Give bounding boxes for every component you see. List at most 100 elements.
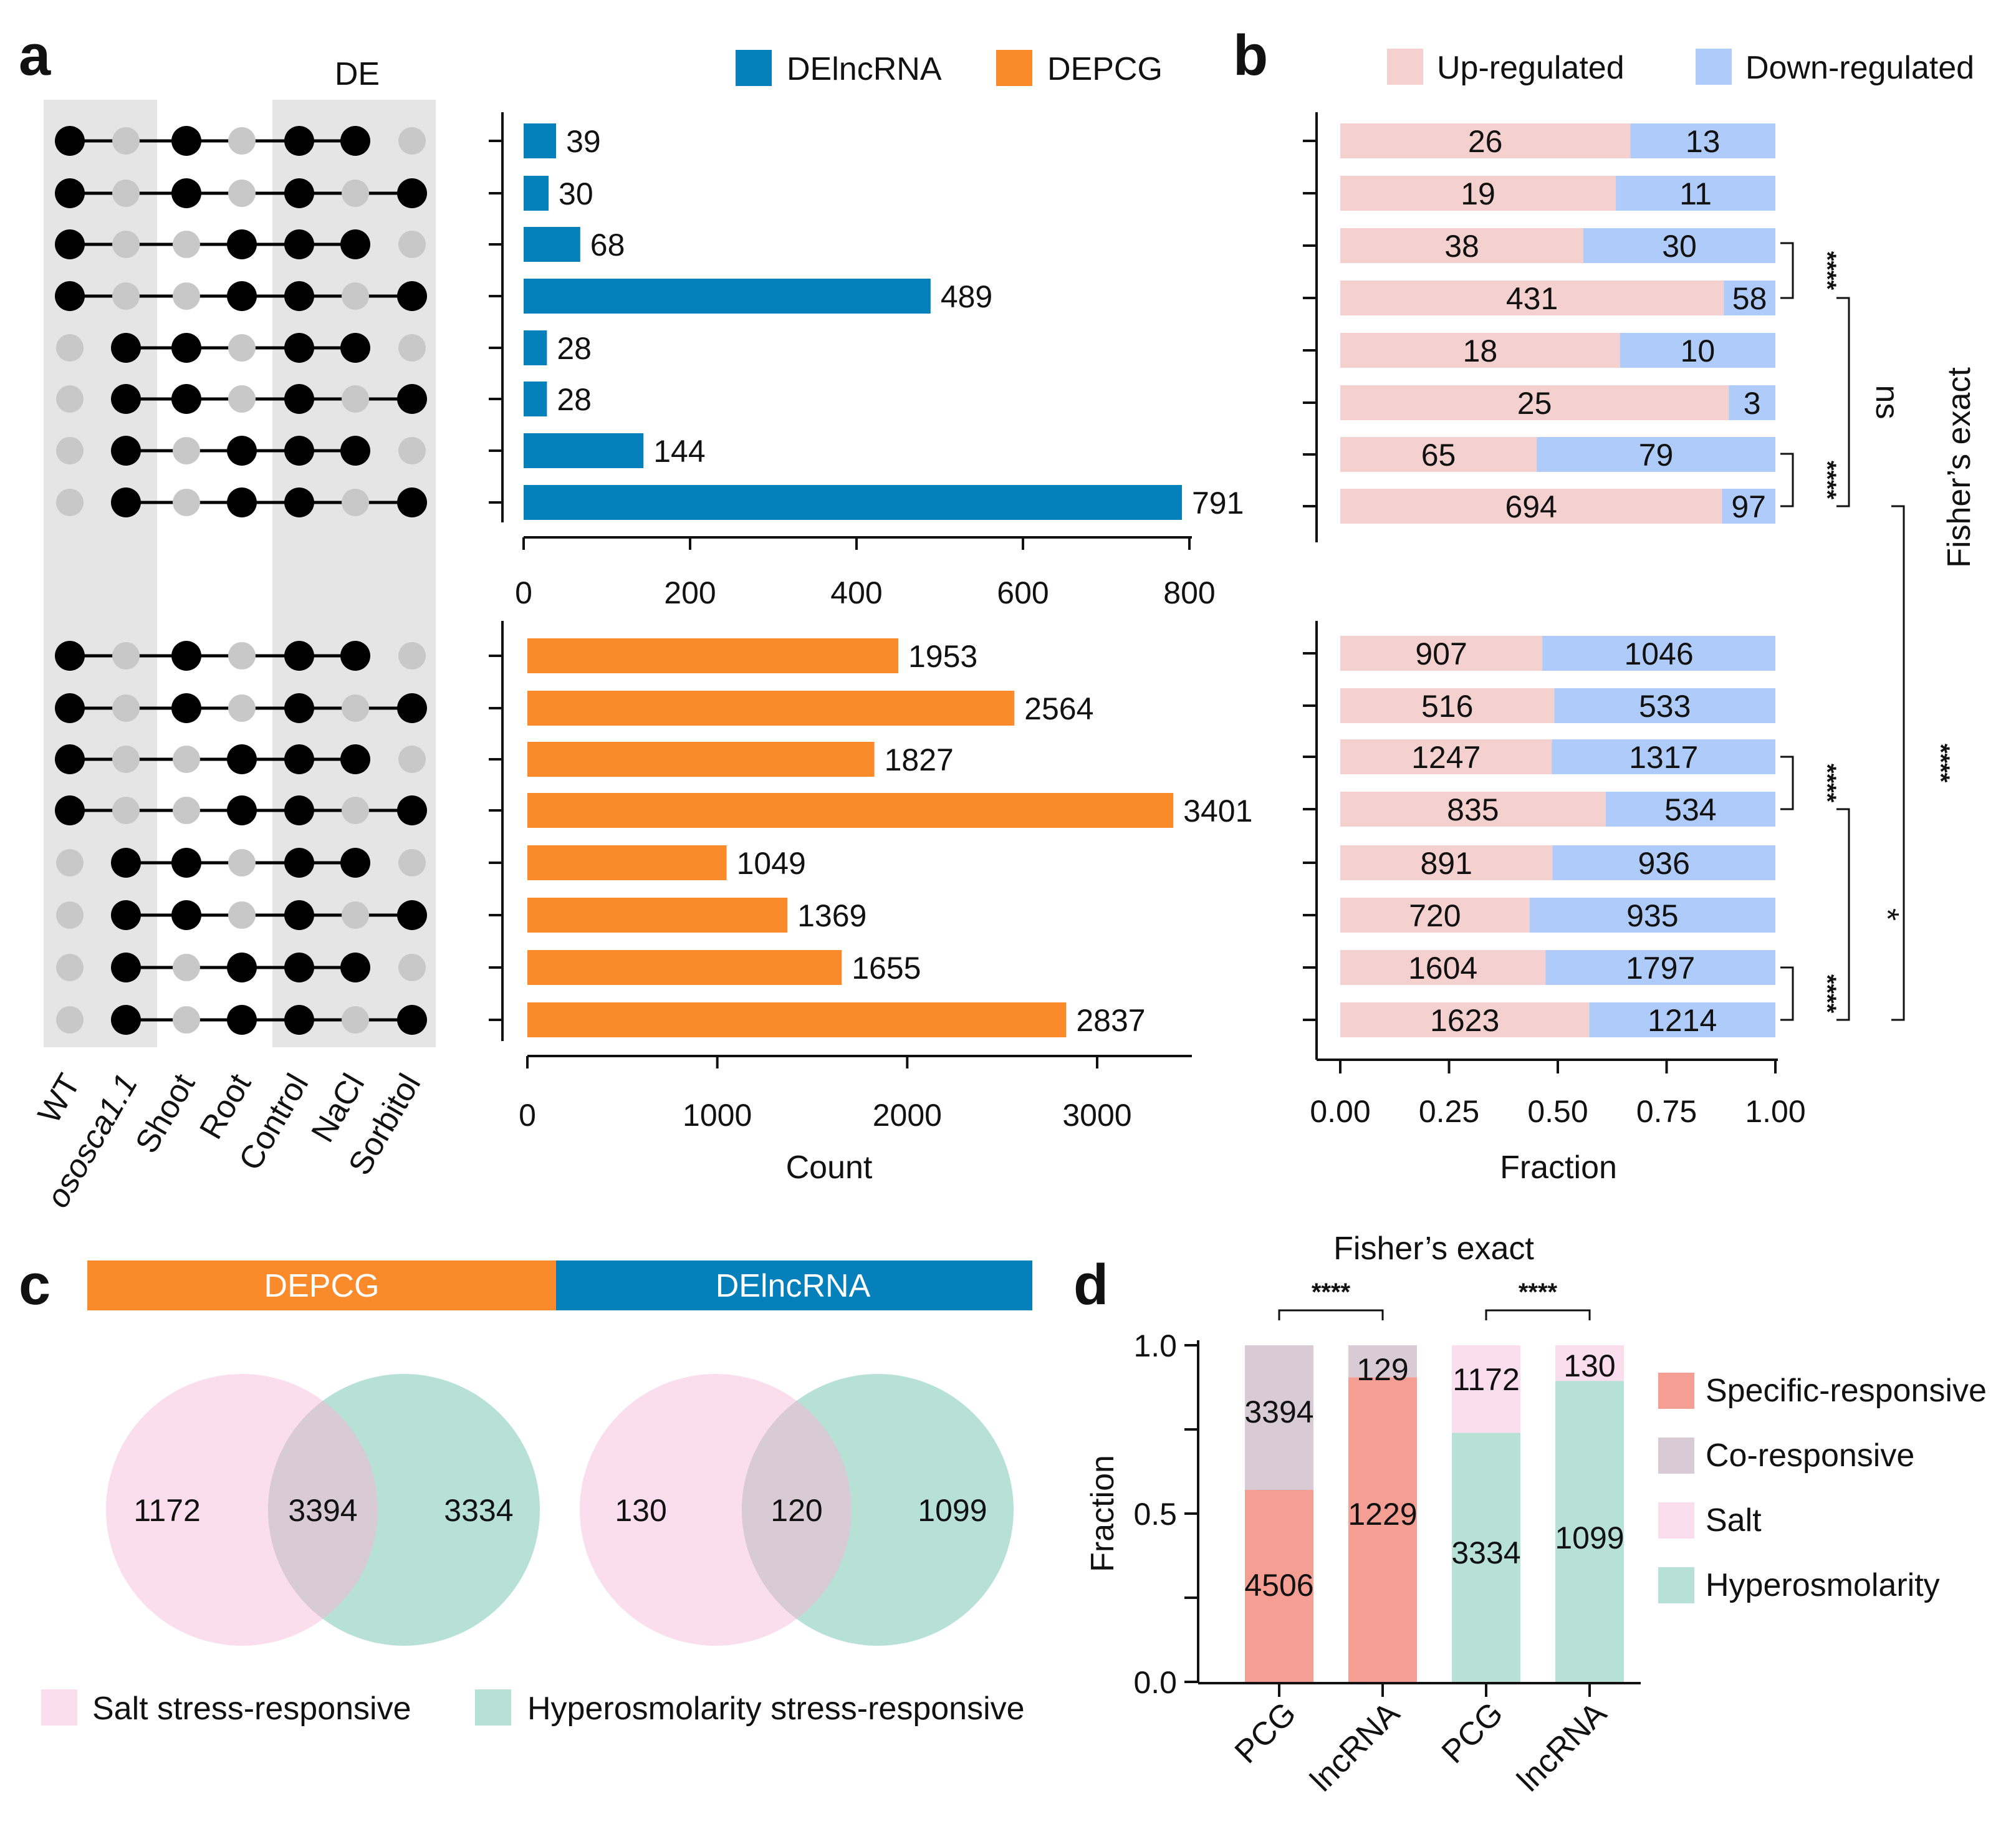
fraction-pcg-up-label: 1604 <box>1408 951 1477 986</box>
matrix-dot-off <box>228 385 256 413</box>
matrix-dot-on <box>111 900 141 930</box>
legend-swatch-down <box>1696 49 1732 85</box>
matrix-dot-off <box>342 901 369 929</box>
lncrna-bar-label: 68 <box>590 228 625 262</box>
fraction-x-tick-label: 0.75 <box>1636 1094 1697 1129</box>
stack-bottom-segment <box>1452 1433 1520 1682</box>
fraction-lnc-down-segment <box>1537 437 1775 472</box>
matrix-header-de: DE <box>335 56 380 92</box>
sig-bracket <box>1836 808 1850 1021</box>
matrix-dot-off <box>398 849 426 876</box>
sig-stars-d: **** <box>1519 1279 1558 1306</box>
lncrna-x-tick-label: 0 <box>515 575 532 610</box>
matrix-dot-on <box>171 900 201 930</box>
lncrna-x-tick-label: 200 <box>664 575 716 610</box>
legend-swatch-depcg <box>996 50 1032 86</box>
matrix-dot-on <box>284 126 314 156</box>
fraction-lnc-down-label: 3 <box>1744 386 1761 421</box>
stack-bottom-label: 1099 <box>1555 1520 1624 1555</box>
category-label: PCG <box>1228 1695 1303 1770</box>
stack-bottom-label: 4506 <box>1244 1568 1313 1603</box>
matrix-dot-on <box>284 487 314 517</box>
matrix-dot-on <box>111 848 141 878</box>
matrix-dot-off <box>342 694 369 722</box>
matrix-dot-on <box>397 487 427 517</box>
matrix-dot-off <box>228 849 256 876</box>
fraction-lnc-down-label: 58 <box>1732 281 1767 316</box>
matrix-dot-on <box>227 229 257 259</box>
lncrna-bar <box>524 382 547 416</box>
matrix-dot-off <box>228 694 256 722</box>
matrix-shade-genotype <box>44 100 157 1047</box>
matrix-dot-off <box>112 694 140 722</box>
stack-top-label: 1172 <box>1452 1362 1520 1397</box>
matrix-dot-on <box>340 953 370 982</box>
lncrna-bar <box>524 433 644 468</box>
fraction-d-axis-title: Fraction <box>1085 1455 1121 1572</box>
fraction-lnc-up-label: 18 <box>1463 334 1498 368</box>
matrix-dot-off <box>56 437 84 464</box>
matrix-dot-on <box>227 281 257 311</box>
matrix-dot-off <box>398 231 426 258</box>
matrix-dot-on <box>284 641 314 671</box>
legend-swatch-up <box>1387 49 1423 85</box>
matrix-dot-on <box>171 384 201 414</box>
lncrna-bar <box>524 176 549 211</box>
pcg-bar <box>527 742 875 777</box>
venn-pcg-overlap <box>268 1401 378 1619</box>
fraction-lnc-up-segment <box>1340 123 1631 158</box>
matrix-dot-off <box>112 282 140 310</box>
stack-top-label: 129 <box>1356 1352 1408 1387</box>
matrix-dot-off <box>173 437 200 464</box>
fraction-axis-title: Fraction <box>1500 1150 1617 1186</box>
fraction-pcg-up-segment <box>1340 1002 1590 1037</box>
matrix-dot-off <box>173 1006 200 1034</box>
legend-swatch-salt-stress <box>41 1689 77 1726</box>
fraction-lnc-down-segment <box>1724 281 1775 315</box>
stack-top-label: 130 <box>1563 1348 1615 1383</box>
fraction-pcg-up-segment <box>1340 950 1546 985</box>
matrix-dot-off <box>398 437 426 464</box>
venn-lnc-overlap-label: 120 <box>770 1493 822 1528</box>
matrix-dot-on <box>55 795 85 825</box>
panel-label-a: a <box>19 24 51 87</box>
matrix-dot-on <box>284 384 314 414</box>
sig-bracket <box>1780 756 1794 810</box>
matrix-dot-off <box>112 797 140 824</box>
fraction-pcg-up-segment <box>1340 845 1553 880</box>
pcg-bar <box>527 898 788 933</box>
fraction-pcg-down-label: 1046 <box>1624 636 1693 671</box>
legend-swatch-salt <box>1658 1502 1694 1539</box>
fraction-x-tick-label: 0.25 <box>1419 1094 1479 1129</box>
fraction-pcg-down-segment <box>1605 792 1775 827</box>
fisher-exact-label: Fisher’s exact <box>1941 367 1977 568</box>
fraction-lnc-down-segment <box>1722 489 1775 524</box>
matrix-dot-off <box>342 385 369 413</box>
fraction-pcg-up-label: 835 <box>1447 792 1499 827</box>
matrix-dot-off <box>56 901 84 929</box>
fraction-lnc-up-label: 26 <box>1468 124 1503 159</box>
matrix-dot-off <box>342 797 369 824</box>
lncrna-x-tick-label: 400 <box>830 575 882 610</box>
fraction-pcg-up-segment <box>1340 792 1606 827</box>
legend-label-up: Up-regulated <box>1437 50 1625 86</box>
legend-label-hyper-stress: Hyperosmolarity stress-responsive <box>527 1691 1025 1727</box>
fraction-d-y-tick-label: 0.5 <box>1133 1497 1177 1532</box>
matrix-dot-off <box>398 334 426 362</box>
sig-bracket <box>1836 297 1850 507</box>
matrix-dot-on <box>340 641 370 671</box>
fraction-pcg-down-label: 533 <box>1639 689 1691 724</box>
matrix-dot-on <box>111 1005 141 1035</box>
sig-stars: **** <box>1927 744 1954 783</box>
legend-swatch-delncrna <box>736 50 772 86</box>
matrix-dot-off <box>342 489 369 516</box>
matrix-dot-on <box>340 848 370 878</box>
lncrna-bar-label: 791 <box>1192 486 1244 521</box>
fraction-lnc-down-label: 10 <box>1681 334 1716 368</box>
fraction-pcg-up-segment <box>1340 688 1555 723</box>
matrix-dot-off <box>56 1006 84 1034</box>
matrix-dot-on <box>397 1005 427 1035</box>
lncrna-bar <box>524 330 547 365</box>
sig-stars: **** <box>1813 764 1841 803</box>
legend-label-down: Down-regulated <box>1745 50 1974 86</box>
